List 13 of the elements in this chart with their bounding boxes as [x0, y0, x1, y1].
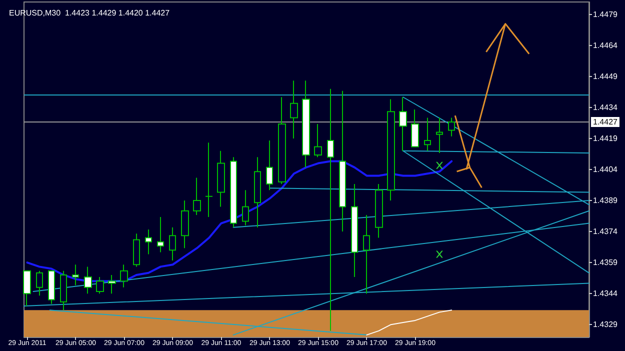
text: EURUSD,M30 1.4423 1.4429 1.4420 1.4427 — [9, 8, 170, 18]
y-tick-label: 1.4464 — [593, 40, 618, 50]
y-tick-label: 1.4359 — [593, 258, 618, 268]
y-tick-label: 1.4404 — [593, 165, 618, 174]
y-tick-label: 1.4419 — [593, 134, 618, 143]
y-tick-label: 1.4329 — [593, 320, 618, 330]
y-tick-label: 1.4389 — [593, 196, 618, 206]
y-tick-label: 1.4374 — [593, 227, 618, 236]
y-tick-label: 1.4449 — [593, 72, 618, 81]
y-tick-label: 1.4479 — [593, 10, 618, 19]
ref-line-label: 1.4427 — [593, 117, 618, 126]
y-tick-label: 1.4434 — [593, 102, 618, 112]
y-tick-label: 1.4344 — [593, 289, 618, 298]
